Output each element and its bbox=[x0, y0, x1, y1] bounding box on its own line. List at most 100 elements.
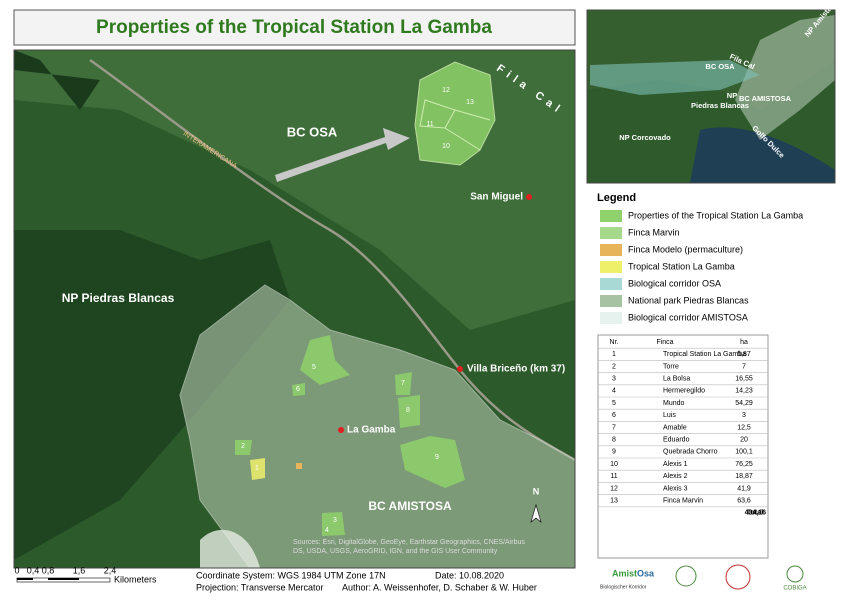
table-header: Finca bbox=[656, 339, 673, 346]
table-cell: 4 bbox=[612, 388, 616, 395]
label-np-piedras-blancas: NP Piedras Blancas bbox=[62, 291, 175, 305]
inset-label: BC OSA bbox=[705, 62, 735, 71]
logo-amistosa-sub: Biologischer Korridor bbox=[600, 584, 647, 590]
table-cell: 3 bbox=[612, 376, 616, 383]
table-cell: 76,25 bbox=[735, 461, 753, 468]
legend-swatch bbox=[600, 295, 622, 307]
table-cell: Finca Marvin bbox=[663, 498, 703, 505]
scale-tick-label: 1,6 bbox=[73, 565, 86, 575]
footer-coordinates: Coordinate System: WGS 1984 UTM Zone 17N bbox=[196, 570, 386, 580]
legend-label: Finca Modelo (permaculture) bbox=[628, 244, 743, 254]
title: Properties of the Tropical Station La Ga… bbox=[96, 17, 492, 38]
scale-tick-label: 2,4 bbox=[104, 565, 117, 575]
table-cell: 9 bbox=[612, 449, 616, 456]
legend-label: Tropical Station La Gamba bbox=[628, 261, 735, 271]
table-cell: Eduardo bbox=[663, 437, 690, 444]
table-total-label: Total bbox=[747, 510, 763, 517]
logo-amistosa: Osa bbox=[637, 568, 655, 578]
table-cell: Alexis 1 bbox=[663, 461, 688, 468]
inset-label: Piedras Blancas bbox=[691, 101, 749, 110]
legend-swatch bbox=[600, 278, 622, 290]
footer-author: Author: A. Weissenhofer, D. Schaber & W.… bbox=[342, 582, 537, 592]
label-bc-osa: BC OSA bbox=[287, 124, 338, 139]
table-cell: 10 bbox=[610, 461, 618, 468]
source: Sources: Esri, DigitalGlobe, GeoEye, Ear… bbox=[293, 539, 525, 546]
table-cell: 5 bbox=[612, 400, 616, 407]
table-total: 434,16 bbox=[745, 510, 767, 517]
table-cell: 18,87 bbox=[735, 473, 753, 480]
legend-label: Properties of the Tropical Station La Ga… bbox=[628, 210, 803, 220]
parcel-number: 4 bbox=[325, 527, 329, 534]
parcel-number: 7 bbox=[401, 380, 405, 387]
legend-swatch bbox=[600, 312, 622, 324]
inset-map bbox=[587, 10, 835, 183]
table-cell: 5,87 bbox=[737, 351, 751, 358]
table-cell: 13 bbox=[610, 498, 618, 505]
footer-projection: Projection: Transverse Mercator bbox=[196, 582, 324, 592]
logo-amistosa: Amist bbox=[612, 568, 637, 578]
table-cell: 1 bbox=[612, 351, 616, 358]
scale-bar bbox=[48, 578, 79, 580]
legend-label: National park Piedras Blancas bbox=[628, 295, 749, 305]
table-cell: 63,6 bbox=[737, 498, 751, 505]
table-cell: Tropical Station La Gamba bbox=[663, 351, 746, 358]
legend-swatch bbox=[600, 210, 622, 222]
table-cell: 14,23 bbox=[735, 388, 753, 395]
table-cell: 8 bbox=[612, 437, 616, 444]
legend-swatch bbox=[600, 227, 622, 239]
parcel-number: 8 bbox=[406, 407, 410, 414]
table-cell: 11 bbox=[610, 473, 617, 480]
logo-cobiga: COBIGA bbox=[783, 586, 806, 592]
table-cell: Hermeregildo bbox=[663, 388, 705, 395]
parcel-number: 5 bbox=[312, 364, 316, 371]
legend-label: Finca Marvin bbox=[628, 227, 680, 237]
legend-title: Legend bbox=[597, 192, 636, 204]
table-cell: 3 bbox=[742, 412, 746, 419]
scale-unit: Kilometers bbox=[114, 574, 157, 584]
title-box bbox=[13, 9, 576, 46]
north-arrow: N bbox=[533, 486, 540, 496]
table-cell: 7 bbox=[742, 363, 746, 370]
scale-tick-label: 0,8 bbox=[42, 565, 55, 575]
source: DS, USDA, USGS, AeroGRID, IGN, and the G… bbox=[293, 548, 498, 555]
parcel-number: 12 bbox=[442, 87, 450, 94]
label-villa-briceno: Villa Briceño (km 37) bbox=[467, 364, 565, 375]
table-cell: 7 bbox=[612, 424, 616, 431]
table-cell: 2 bbox=[612, 363, 616, 370]
label-san-miguel: San Miguel bbox=[470, 192, 523, 203]
table-cell: 6 bbox=[612, 412, 616, 419]
inset-label: BC AMISTOSA bbox=[739, 94, 792, 103]
table-header: Nr. bbox=[610, 339, 619, 346]
table-cell: Torre bbox=[663, 363, 679, 370]
table-cell: 12,5 bbox=[737, 424, 751, 431]
inset-label: NP Corcovado bbox=[619, 133, 671, 142]
scale-tick-label: 0,4 bbox=[27, 565, 40, 575]
table-cell: 12 bbox=[610, 485, 618, 492]
label-bc-amistosa: BC AMISTOSA bbox=[368, 499, 452, 513]
table-cell: Quebrada Chorro bbox=[663, 449, 718, 456]
table-cell: Mundo bbox=[663, 400, 685, 407]
parcel-number: 3 bbox=[333, 517, 337, 524]
parcel-number: 1 bbox=[255, 465, 259, 472]
scale-tick-label: 0 bbox=[14, 565, 19, 575]
inset-label: NP bbox=[727, 91, 737, 100]
parcel-number: 13 bbox=[466, 99, 474, 106]
table-cell: Amable bbox=[663, 424, 687, 431]
legend-swatch bbox=[600, 244, 622, 256]
footer-date: Date: 10.08.2020 bbox=[435, 570, 504, 580]
table-header: ha bbox=[740, 339, 748, 346]
parcel-number: 9 bbox=[435, 454, 439, 461]
parcel-number: 2 bbox=[241, 443, 245, 450]
parcel-number: 6 bbox=[296, 386, 300, 393]
label-la-gamba: La Gamba bbox=[347, 425, 396, 436]
legend-label: Biological corridor AMISTOSA bbox=[628, 312, 748, 322]
parcel-number: 10 bbox=[442, 143, 450, 150]
table-cell: 54,29 bbox=[735, 400, 753, 407]
table-cell: Alexis 3 bbox=[663, 485, 688, 492]
table-cell: 16,55 bbox=[735, 376, 753, 383]
legend-label: Biological corridor OSA bbox=[628, 278, 721, 288]
table-cell: 41,9 bbox=[737, 485, 751, 492]
table-cell: La Bolsa bbox=[663, 376, 690, 383]
scale-bar bbox=[17, 578, 33, 580]
